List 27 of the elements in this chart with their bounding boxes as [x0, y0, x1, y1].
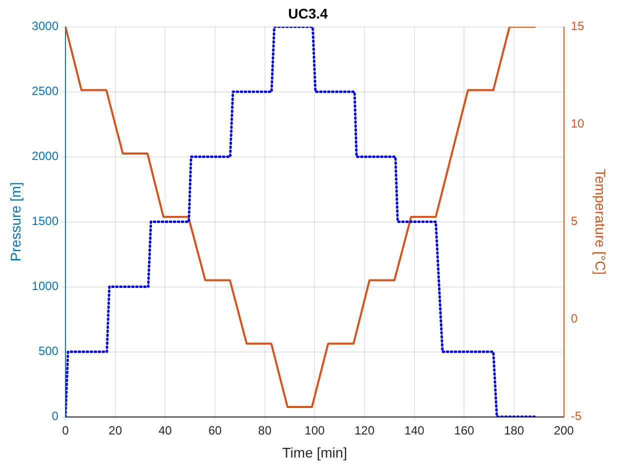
chart-title: UC3.4 — [288, 5, 328, 22]
x-tick-label: 180 — [504, 423, 524, 438]
y-tick-label: 2000 — [32, 149, 59, 164]
y-axis-title: Pressure [m] — [7, 182, 24, 262]
x-tick-label: 60 — [208, 423, 222, 438]
x-tick-label: 100 — [304, 423, 326, 438]
x-tick-label: 80 — [258, 423, 272, 438]
x-tick-label: 200 — [554, 423, 574, 438]
x-tick-label: 160 — [454, 423, 475, 438]
y2-axis-title: Temperature [°C] — [592, 168, 609, 275]
y-tick-label: 2500 — [32, 84, 59, 98]
x-tick-label: 40 — [158, 423, 172, 438]
y-tick-label: 1500 — [32, 214, 59, 228]
x-tick-label: 140 — [404, 423, 425, 438]
x-axis-title: Time [min] — [282, 444, 348, 460]
y-tick-label: 3000 — [32, 19, 59, 34]
y2-tick-label: 15 — [570, 19, 585, 34]
y-tick-label: 1000 — [32, 279, 59, 294]
y2-tick-label: -5 — [570, 409, 582, 424]
x-tick-label: 120 — [354, 423, 375, 438]
y2-tick-label: 0 — [570, 312, 578, 326]
y2-tick-label: 10 — [570, 116, 585, 131]
x-tick-label: 0 — [62, 423, 70, 438]
x-tick-label: 20 — [108, 423, 122, 438]
y-tick-label: 500 — [38, 344, 59, 358]
y2-tick-label: 5 — [570, 214, 578, 228]
y-tick-label: 0 — [52, 409, 59, 424]
